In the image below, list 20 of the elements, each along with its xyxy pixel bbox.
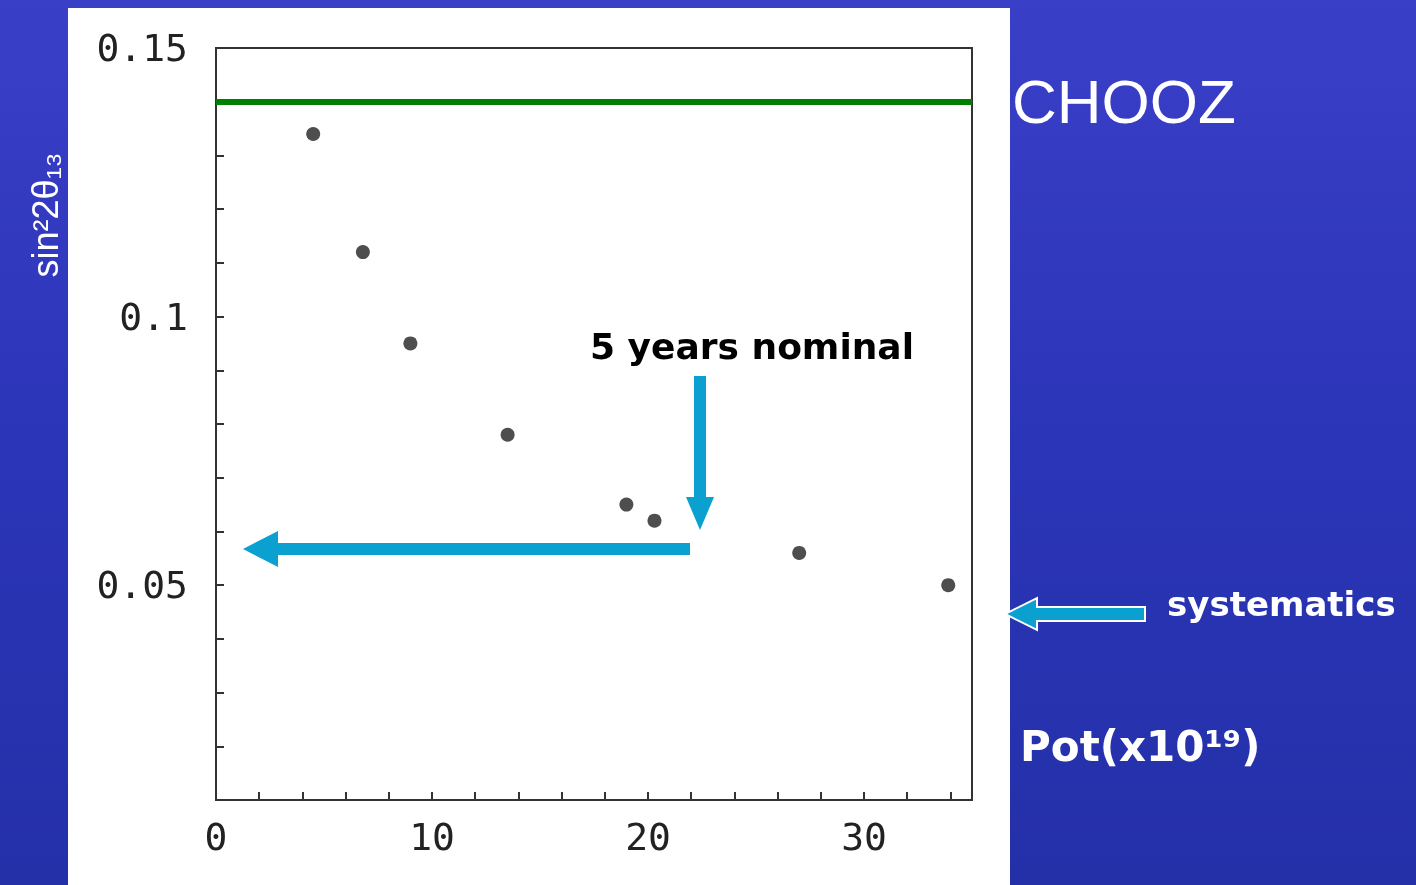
y-tick-label: 0.05 (96, 563, 188, 608)
y-axis-title: sin²2θ₁₃ (24, 152, 66, 278)
point (941, 578, 956, 593)
point (619, 497, 634, 512)
text: systematics (1167, 584, 1396, 624)
x-tick-label: 10 (409, 815, 455, 859)
x-tick-label: 30 (841, 815, 887, 859)
x-tick-label: 0 (204, 815, 228, 859)
x-tick-label: 20 (625, 815, 671, 859)
y-tick-label: 0.1 (119, 294, 188, 339)
ref-line-label: CHOOZ (1012, 67, 1236, 137)
y-tick-label: 0.15 (96, 26, 188, 70)
point (647, 513, 662, 528)
point (306, 126, 321, 141)
point (403, 336, 418, 351)
point (792, 545, 807, 560)
x-axis-title: Pot(x10¹⁹) (1020, 721, 1261, 771)
annotation: 5 years nominal (590, 325, 914, 367)
point (355, 245, 370, 260)
point (500, 427, 515, 442)
